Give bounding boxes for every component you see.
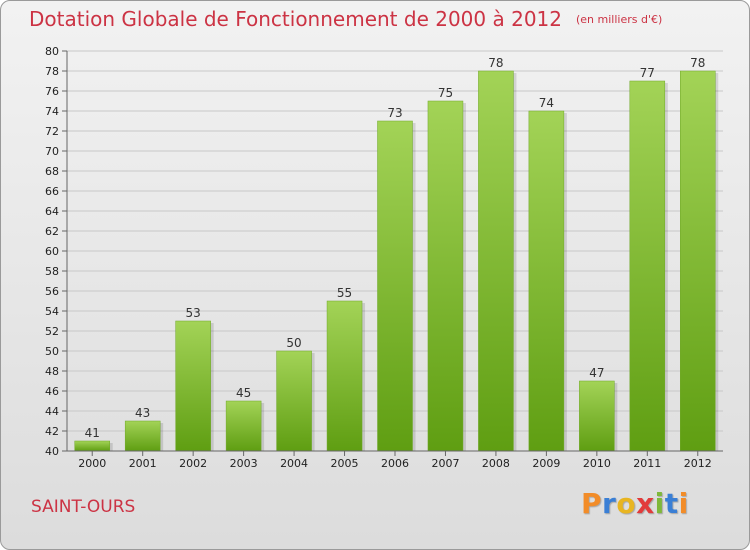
brand-letter: t <box>664 487 679 520</box>
x-tick-label: 2009 <box>532 457 560 470</box>
brand-letter: r <box>602 487 617 520</box>
brand-letter: o <box>616 487 637 520</box>
y-tick-label: 74 <box>45 105 59 118</box>
y-tick-label: 70 <box>45 145 59 158</box>
y-tick-label: 40 <box>45 445 59 458</box>
x-tick-label: 2001 <box>129 457 157 470</box>
brand-letter: i <box>678 487 689 520</box>
data-label: 78 <box>690 56 705 70</box>
bar <box>478 70 514 452</box>
chart-title: Dotation Globale de Fonctionnement de 20… <box>29 7 662 31</box>
bar <box>528 110 565 452</box>
chart-subtitle: (en milliers d'€) <box>576 13 663 26</box>
x-tick-label: 2000 <box>78 457 106 470</box>
data-label: 78 <box>488 56 503 70</box>
brand-letter: x <box>636 487 655 520</box>
y-tick-label: 62 <box>45 225 59 238</box>
y-tick-label: 60 <box>45 245 59 258</box>
y-axis: 40 42 44 46 48 50 52 54 56 58 60 62 64 66 68 70 72 74 76 78… <box>45 45 68 458</box>
y-tick-label: 78 <box>45 65 59 78</box>
y-tick-label: 68 <box>45 165 59 178</box>
bar <box>276 350 312 452</box>
data-label: 43 <box>135 406 150 420</box>
bar <box>124 420 161 452</box>
x-tick-label: 2010 <box>583 457 611 470</box>
bars: 41 43 53 45 50 55 73 75 78 74 47 77 78 <box>74 56 719 452</box>
y-tick-label: 66 <box>45 185 59 198</box>
y-tick-label: 50 <box>45 345 59 358</box>
y-tick-label: 42 <box>45 425 59 438</box>
y-tick-label: 44 <box>45 405 59 418</box>
x-tick-label: 2005 <box>331 457 359 470</box>
data-label: 41 <box>85 426 100 440</box>
y-tick-label: 76 <box>45 85 59 98</box>
bar <box>175 320 211 452</box>
y-tick-label: 54 <box>45 305 59 318</box>
bar <box>225 400 262 452</box>
chart-title-text: Dotation Globale de Fonctionnement de 20… <box>29 7 562 31</box>
x-tick-label: 2011 <box>633 457 661 470</box>
bar <box>326 300 363 452</box>
y-tick-label: 80 <box>45 45 59 58</box>
x-tick-label: 2006 <box>381 457 409 470</box>
data-label: 50 <box>286 336 301 350</box>
x-tick-label: 2003 <box>230 457 258 470</box>
x-tick-label: 2007 <box>431 457 459 470</box>
bar <box>74 440 110 452</box>
x-tick-label: 2004 <box>280 457 308 470</box>
x-axis: 2000 2001 2002 2003 2004 2005 2006 2007 2008 2009… <box>67 450 723 470</box>
data-label: 45 <box>236 386 251 400</box>
bar <box>427 100 464 452</box>
y-tick-label: 56 <box>45 285 59 298</box>
brand-letter: i <box>654 487 665 520</box>
proxiti-logo[interactable]: Proxiti <box>581 487 689 520</box>
data-label: 47 <box>589 366 604 380</box>
bar <box>377 120 413 452</box>
x-tick-label: 2012 <box>684 457 712 470</box>
bar <box>629 80 666 452</box>
y-tick-label: 46 <box>45 385 59 398</box>
data-label: 73 <box>387 106 402 120</box>
bar <box>680 70 716 452</box>
y-tick-label: 72 <box>45 125 59 138</box>
bar <box>579 380 615 452</box>
x-tick-label: 2008 <box>482 457 510 470</box>
y-tick-label: 58 <box>45 265 59 278</box>
commune-name: SAINT-OURS <box>31 497 136 517</box>
data-label: 74 <box>539 96 554 110</box>
data-label: 75 <box>438 86 453 100</box>
y-tick-label: 64 <box>45 205 59 218</box>
data-label: 53 <box>186 306 201 320</box>
data-label: 77 <box>640 66 655 80</box>
data-label: 55 <box>337 286 352 300</box>
brand-letter: P <box>581 487 603 520</box>
x-tick-label: 2002 <box>179 457 207 470</box>
y-tick-label: 48 <box>45 365 59 378</box>
y-tick-label: 52 <box>45 325 59 338</box>
